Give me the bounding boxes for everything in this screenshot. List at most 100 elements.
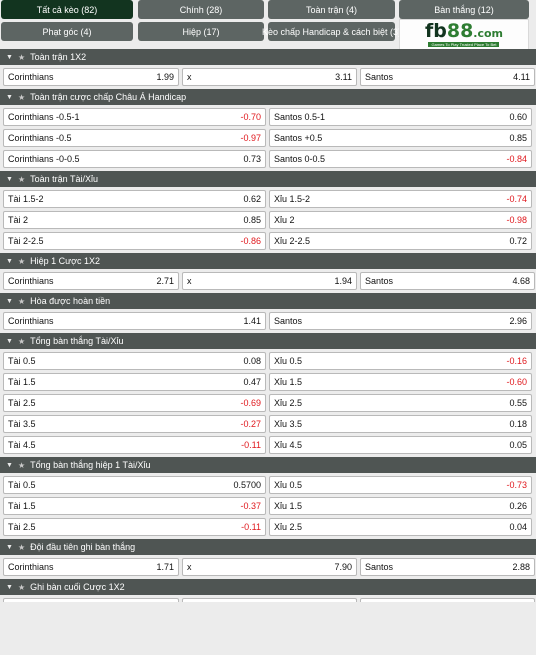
odds-value: -0.73 — [506, 480, 527, 490]
tab-full-match[interactable]: Toàn trận (4) — [268, 0, 395, 19]
chevron-down-icon[interactable]: ▼ — [6, 461, 13, 469]
tab-corners[interactable]: Phạt góc (4) — [1, 22, 133, 41]
selection-name: Xỉu 2-2.5 — [274, 236, 311, 246]
odds-button[interactable]: Corinthians 1.71 — [3, 558, 179, 576]
market-section-tong-ban-thang-hiep-1-tai-xiu: ▼ ★ Tổng bàn thắng hiệp 1 Tài/Xỉu Tài 0.5 0.… — [0, 457, 536, 536]
star-icon[interactable]: ★ — [17, 174, 26, 184]
odds-row: Corinthians 1.41 Santos 2.96 — [0, 312, 536, 330]
odds-button[interactable]: Xỉu 2.5 0.55 — [269, 394, 532, 412]
odds-value: 1.99 — [156, 72, 174, 82]
odds-button[interactable]: Xỉu 0.5 -0.73 — [269, 476, 532, 494]
market-header[interactable]: ▼ ★ Hòa được hoàn tiền — [0, 293, 536, 309]
odds-button[interactable]: Xỉu 1.5 -0.60 — [269, 373, 532, 391]
odds-button[interactable]: Tài 2.5 -0.69 — [3, 394, 266, 412]
star-icon[interactable]: ★ — [17, 582, 26, 592]
market-header[interactable]: ▼ ★ Tổng bàn thắng Tài/Xỉu — [0, 333, 536, 349]
star-icon[interactable]: ★ — [17, 256, 26, 266]
odds-button[interactable]: Tài 3.5 -0.27 — [3, 415, 266, 433]
odds-button[interactable] — [3, 598, 179, 602]
selection-name: Tài 4.5 — [8, 440, 36, 450]
odds-button[interactable]: Xỉu 2 -0.98 — [269, 211, 532, 229]
selection-name: Tài 1.5 — [8, 501, 36, 511]
odds-button[interactable]: Xỉu 0.5 -0.16 — [269, 352, 532, 370]
chevron-down-icon[interactable]: ▼ — [6, 257, 13, 265]
odds-button[interactable]: Santos 4.11 — [360, 68, 535, 86]
odds-value: 0.18 — [509, 419, 527, 429]
odds-button[interactable] — [182, 598, 357, 602]
market-tabs: Tất cả kèo (82) Chính (28) Toàn trận (4)… — [0, 0, 536, 50]
odds-button[interactable]: Santos 2.88 — [360, 558, 535, 576]
selection-name: Tài 1.5 — [8, 377, 36, 387]
selection-name: Corinthians -0.5 — [8, 133, 72, 143]
star-icon[interactable]: ★ — [17, 336, 26, 346]
star-icon[interactable]: ★ — [17, 460, 26, 470]
chevron-down-icon[interactable]: ▼ — [6, 53, 13, 61]
odds-button[interactable]: Tài 1.5-2 0.62 — [3, 190, 266, 208]
star-icon[interactable]: ★ — [17, 92, 26, 102]
odds-button[interactable]: Tài 4.5 -0.11 — [3, 436, 266, 454]
odds-button[interactable]: Corinthians -0-0.5 0.73 — [3, 150, 266, 168]
odds-row: Tài 2 0.85 Xỉu 2 -0.98 — [0, 211, 536, 229]
fb88-logo[interactable]: fb88 .com Games To Play Trusted Place To … — [399, 19, 529, 50]
odds-button[interactable] — [360, 598, 535, 602]
odds-button[interactable]: Tài 1.5 0.47 — [3, 373, 266, 391]
odds-value: 0.62 — [243, 194, 261, 204]
odds-button[interactable]: Tài 0.5 0.5700 — [3, 476, 266, 494]
odds-button[interactable]: Xỉu 4.5 0.05 — [269, 436, 532, 454]
star-icon[interactable]: ★ — [17, 542, 26, 552]
odds-row: Tài 2-2.5 -0.86 Xỉu 2-2.5 0.72 — [0, 232, 536, 250]
star-icon[interactable]: ★ — [17, 296, 26, 306]
odds-button[interactable]: x 1.94 — [182, 272, 357, 290]
odds-button[interactable]: Tài 0.5 0.08 — [3, 352, 266, 370]
odds-value: -0.84 — [506, 154, 527, 164]
odds-value: 0.47 — [243, 377, 261, 387]
market-header[interactable]: ▼ ★ Toàn trận 1X2 — [0, 49, 536, 65]
odds-button[interactable]: Corinthians -0.5-1 -0.70 — [3, 108, 266, 126]
odds-row: Corinthians -0.5-1 -0.70 Santos 0.5-1 0.60 — [0, 108, 536, 126]
odds-button[interactable]: Santos 0-0.5 -0.84 — [269, 150, 532, 168]
odds-button[interactable]: Corinthians 2.71 — [3, 272, 179, 290]
tab-main[interactable]: Chính (28) — [138, 0, 264, 19]
market-header[interactable]: ▼ ★ Toàn trận cược chấp Châu Á Handicap — [0, 89, 536, 105]
odds-row: Tài 3.5 -0.27 Xỉu 3.5 0.18 — [0, 415, 536, 433]
chevron-down-icon[interactable]: ▼ — [6, 583, 13, 591]
chevron-down-icon[interactable]: ▼ — [6, 297, 13, 305]
odds-button[interactable]: Tài 2 0.85 — [3, 211, 266, 229]
odds-button[interactable]: Corinthians 1.99 — [3, 68, 179, 86]
tab-all-markets[interactable]: Tất cả kèo (82) — [1, 0, 133, 19]
tab-handicap[interactable]: Kèo chấp Handicap & cách biệt (3) — [262, 22, 401, 41]
odds-button[interactable]: x 7.90 — [182, 558, 357, 576]
tab-half[interactable]: Hiệp (17) — [138, 22, 264, 41]
market-header[interactable]: ▼ ★ Toàn trận Tài/Xỉu — [0, 171, 536, 187]
odds-button[interactable]: Tài 1.5 -0.37 — [3, 497, 266, 515]
odds-button[interactable]: Tài 2.5 -0.11 — [3, 518, 266, 536]
odds-button[interactable]: Xỉu 1.5-2 -0.74 — [269, 190, 532, 208]
star-icon[interactable]: ★ — [17, 52, 26, 62]
odds-button[interactable]: Santos +0.5 0.85 — [269, 129, 532, 147]
odds-button[interactable]: Corinthians 1.41 — [3, 312, 266, 330]
odds-button[interactable]: Xỉu 2-2.5 0.72 — [269, 232, 532, 250]
chevron-down-icon[interactable]: ▼ — [6, 175, 13, 183]
market-header[interactable]: ▼ ★ Đội đầu tiên ghi bàn thắng — [0, 539, 536, 555]
market-title: Toàn trận Tài/Xỉu — [30, 174, 98, 184]
logo-wrap: fb88 .com Games To Play Trusted Place To … — [425, 22, 503, 47]
odds-value: -0.97 — [240, 133, 261, 143]
odds-button[interactable]: Corinthians -0.5 -0.97 — [3, 129, 266, 147]
chevron-down-icon[interactable]: ▼ — [6, 93, 13, 101]
market-header[interactable]: ▼ ★ Ghi bàn cuối Cược 1X2 — [0, 579, 536, 595]
odds-value: 1.94 — [334, 276, 352, 286]
odds-button[interactable]: Santos 0.5-1 0.60 — [269, 108, 532, 126]
chevron-down-icon[interactable]: ▼ — [6, 337, 13, 345]
chevron-down-icon[interactable]: ▼ — [6, 543, 13, 551]
market-header[interactable]: ▼ ★ Tổng bàn thắng hiệp 1 Tài/Xỉu — [0, 457, 536, 473]
odds-button[interactable]: Tài 2-2.5 -0.86 — [3, 232, 266, 250]
odds-value: -0.60 — [506, 377, 527, 387]
odds-button[interactable]: Santos 2.96 — [269, 312, 532, 330]
tab-goals[interactable]: Bàn thắng (12) — [399, 0, 529, 19]
odds-button[interactable]: Santos 4.68 — [360, 272, 535, 290]
odds-button[interactable]: x 3.11 — [182, 68, 357, 86]
odds-button[interactable]: Xỉu 2.5 0.04 — [269, 518, 532, 536]
market-header[interactable]: ▼ ★ Hiệp 1 Cược 1X2 — [0, 253, 536, 269]
odds-button[interactable]: Xỉu 1.5 0.26 — [269, 497, 532, 515]
odds-button[interactable]: Xỉu 3.5 0.18 — [269, 415, 532, 433]
